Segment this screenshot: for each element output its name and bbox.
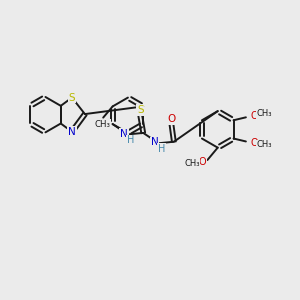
Text: O: O [250,138,258,148]
Text: S: S [137,105,144,115]
Text: S: S [69,93,75,103]
Text: N: N [68,127,76,137]
Text: CH₃: CH₃ [256,109,272,118]
Text: O: O [250,110,258,121]
Text: CH₃: CH₃ [184,159,200,168]
Text: CH₃: CH₃ [256,140,272,149]
Text: N: N [120,128,128,139]
Text: H: H [127,135,135,145]
Text: N: N [151,137,158,147]
Text: CH₃: CH₃ [94,120,110,129]
Text: H: H [158,144,165,154]
Text: O: O [167,114,175,124]
Text: O: O [198,157,206,167]
